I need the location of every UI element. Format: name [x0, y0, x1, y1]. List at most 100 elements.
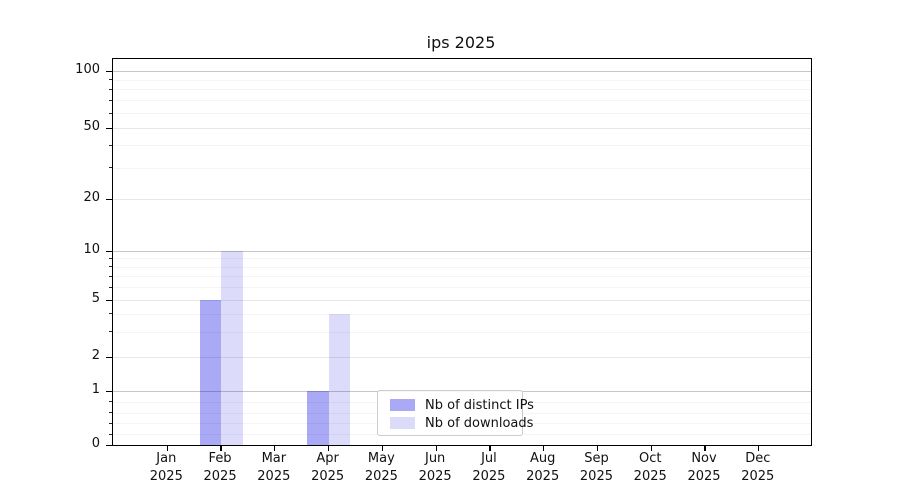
minor-gridline	[113, 100, 811, 102]
y-tick-label: 2	[91, 348, 100, 363]
x-tick-label-month: Nov	[691, 451, 717, 466]
x-tick-label-month: Jan	[156, 451, 177, 466]
major-gridline	[113, 357, 811, 358]
x-tick-label-year: 2025	[418, 468, 452, 484]
chart-title: ips 2025	[426, 33, 496, 52]
x-tick-label-year: 2025	[741, 468, 775, 484]
y-tick-mark	[106, 356, 113, 358]
y-tick-label: 50	[83, 119, 100, 134]
y-tick-label: 0	[91, 436, 100, 451]
legend-label: Nb of distinct IPs	[425, 397, 534, 413]
y-minor-tick-mark	[109, 412, 113, 414]
x-tick-mark	[166, 445, 168, 451]
x-tick-label-month: Feb	[208, 451, 232, 466]
y-tick-mark	[106, 127, 113, 129]
y-tick-label: 20	[83, 190, 100, 205]
x-tick-label: Dec 2025	[728, 450, 788, 485]
bar-downloads	[328, 313, 351, 445]
x-tick-label-year: 2025	[579, 468, 613, 484]
y-minor-tick-mark	[109, 257, 113, 259]
x-tick-label-year: 2025	[526, 468, 560, 484]
y-tick-mark	[106, 198, 113, 200]
bar-distinct-ips	[199, 300, 222, 445]
bar-distinct-ips	[307, 391, 329, 445]
x-tick-mark	[381, 445, 383, 451]
x-tick-label-year: 2025	[687, 468, 721, 484]
bar-downloads	[221, 251, 243, 445]
y-tick-mark	[106, 299, 113, 301]
y-minor-tick-mark	[109, 422, 113, 424]
x-tick-mark	[596, 445, 599, 451]
x-tick-label-year: 2025	[149, 468, 183, 484]
minor-gridline	[113, 79, 811, 81]
minor-gridline	[113, 89, 811, 91]
x-tick-label-year: 2025	[633, 468, 667, 484]
x-tick-label: Apr 2025	[298, 450, 358, 485]
x-tick-label-year: 2025	[364, 468, 398, 484]
legend-label: Nb of downloads	[425, 415, 534, 431]
y-tick-mark	[106, 250, 113, 252]
tickmarks-layer	[106, 59, 811, 451]
x-tick-label: Nov 2025	[674, 450, 734, 485]
minor-gridline	[113, 145, 811, 147]
y-tick-mark	[106, 70, 113, 72]
x-tick-label-year: 2025	[203, 468, 237, 484]
x-tick-label-month: Mar	[261, 451, 287, 466]
y-minor-tick-mark	[109, 266, 113, 268]
x-tick-label-month: Dec	[745, 451, 771, 466]
minor-gridline	[113, 266, 811, 268]
minor-gridline	[113, 258, 811, 260]
major-gridline	[113, 251, 811, 252]
y-minor-tick-mark	[109, 313, 113, 315]
x-tick-label-month: Jun	[424, 451, 446, 466]
y-minor-tick-mark	[109, 433, 113, 435]
plot-area	[106, 58, 812, 451]
minor-gridline	[113, 276, 811, 278]
y-axis-tick-labels: 0 1 2 5 10 20 50 100	[0, 58, 100, 451]
y-minor-tick-mark	[109, 331, 113, 333]
y-minor-tick-mark	[109, 79, 113, 81]
y-tick-label: 1	[91, 382, 100, 397]
x-tick-label: Mar 2025	[244, 450, 304, 485]
x-tick-label: Sep 2025	[566, 450, 626, 485]
x-tick-mark	[220, 445, 222, 451]
x-tick-label-month: Jul	[481, 451, 497, 466]
y-minor-tick-mark	[109, 99, 113, 101]
minor-gridline	[113, 167, 811, 169]
y-minor-tick-mark	[109, 112, 113, 114]
gridlines-layer	[113, 59, 811, 445]
y-minor-tick-mark	[109, 144, 113, 146]
x-tick-label-month: Apr	[316, 451, 339, 466]
x-tick-mark	[543, 445, 545, 451]
x-tick-label: Feb 2025	[190, 450, 250, 485]
x-tick-label: Jan 2025	[136, 450, 196, 485]
y-minor-tick-mark	[109, 286, 113, 288]
x-tick-label: Oct 2025	[620, 450, 680, 485]
x-tick-label-month: May	[367, 451, 395, 466]
x-tick-mark	[435, 445, 437, 451]
major-gridline	[113, 71, 811, 72]
x-tick-mark	[274, 445, 276, 451]
x-tick-label: Aug 2025	[513, 450, 573, 485]
major-gridline	[113, 300, 811, 301]
x-tick-mark	[650, 445, 652, 451]
x-tick-mark	[758, 445, 760, 451]
y-tick-label: 10	[83, 242, 100, 257]
legend: Nb of distinct IPs Nb of downloads	[377, 390, 534, 436]
y-minor-tick-mark	[109, 275, 113, 277]
x-tick-label: Jun 2025	[405, 450, 465, 485]
x-tick-label-month: Sep	[584, 451, 609, 466]
major-gridline	[113, 199, 811, 200]
y-minor-tick-mark	[109, 167, 113, 169]
minor-gridline	[113, 313, 811, 315]
y-tick-mark	[106, 444, 113, 446]
y-tick-mark	[106, 390, 113, 392]
legend-entry: Nb of distinct IPs	[390, 396, 534, 414]
x-tick-label-year: 2025	[472, 468, 506, 484]
major-gridline	[113, 128, 811, 129]
minor-gridline	[113, 331, 811, 333]
minor-gridline	[113, 287, 811, 289]
legend-swatch-distinct-ips	[390, 399, 415, 411]
x-tick-label: May 2025	[351, 450, 411, 485]
